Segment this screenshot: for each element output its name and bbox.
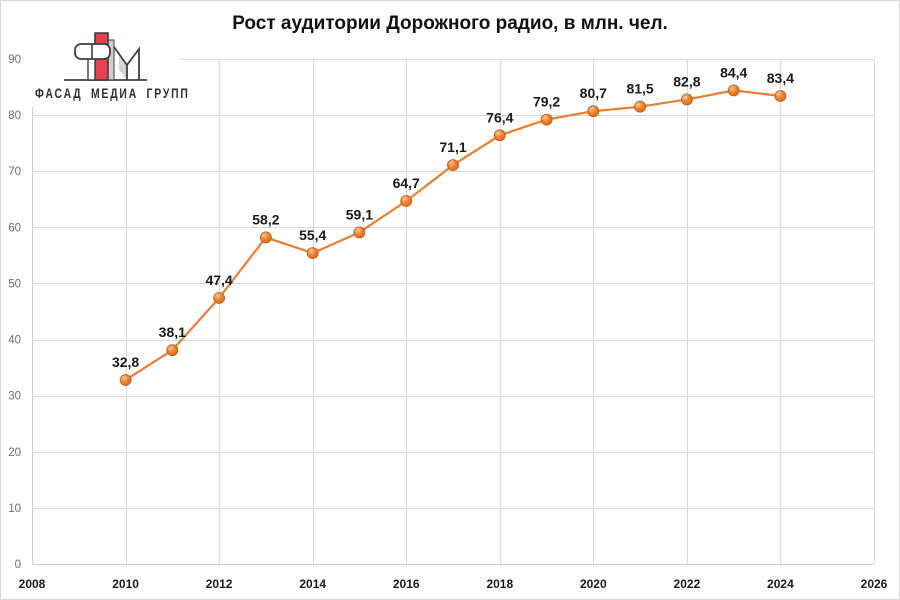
- chart-title: Рост аудитории Дорожного радио, в млн. ч…: [232, 13, 668, 34]
- series-line: [124, 89, 782, 382]
- data-point-label: 64,7: [393, 175, 420, 191]
- y-tick-label: 10: [8, 503, 21, 515]
- axis-tick-labels: 0 10 20 30 40 50 60 70 80 90 2008 2010 2012 2014 2016 2…: [8, 54, 887, 591]
- x-tick-label: 2014: [299, 577, 326, 591]
- data-point-marker: [727, 84, 740, 97]
- data-point-marker: [259, 231, 272, 244]
- y-tick-label: 70: [8, 166, 21, 178]
- x-tick-label: 2010: [112, 577, 139, 591]
- company-logo: ФАСАД МЕДИА ГРУПП: [31, 27, 188, 107]
- data-point-label: 82,8: [673, 73, 700, 89]
- y-tick-label: 0: [15, 559, 21, 571]
- data-point-label: 71,1: [439, 139, 466, 155]
- data-point-label: 76,4: [486, 109, 513, 125]
- y-tick-label: 30: [8, 391, 21, 403]
- x-tick-label: 2020: [580, 577, 607, 591]
- data-point-marker: [681, 93, 693, 106]
- data-point-marker: [774, 90, 787, 102]
- x-tick-label: 2024: [767, 577, 794, 591]
- logo-mark-icon: [64, 32, 147, 81]
- y-tick-label: 80: [8, 110, 21, 122]
- gridlines: [32, 59, 875, 565]
- data-point-marker: [166, 344, 179, 357]
- data-point-marker: [447, 159, 459, 172]
- data-point-marker: [306, 247, 319, 260]
- x-tick-label: 2012: [206, 577, 233, 591]
- x-tick-label: 2016: [393, 577, 420, 591]
- data-point-label: 79,2: [533, 94, 560, 110]
- x-tick-label: 2026: [861, 577, 888, 591]
- y-tick-label: 60: [8, 222, 21, 234]
- data-point-marker: [213, 292, 226, 304]
- data-point-marker: [353, 226, 366, 239]
- y-tick-label: 50: [8, 278, 21, 290]
- data-point-marker: [119, 374, 132, 386]
- data-point-label: 83,4: [767, 70, 794, 86]
- data-point-label: 59,1: [346, 206, 373, 222]
- data-point-label: 58,2: [252, 211, 279, 227]
- data-point-marker: [587, 105, 600, 118]
- x-tick-label: 2018: [486, 577, 513, 591]
- data-point-label: 80,7: [580, 85, 607, 101]
- y-tick-label: 20: [8, 447, 21, 459]
- y-tick-label: 90: [8, 54, 21, 66]
- data-series: 32,8 38,1 47,4 58,2 55,4 59,1 64,7 71,1 76,4 79,2…: [112, 64, 794, 386]
- x-tick-label: 2008: [19, 577, 46, 591]
- data-point-label: 32,8: [112, 354, 139, 370]
- data-point-label: 38,1: [159, 324, 186, 340]
- data-point-label: 81,5: [626, 81, 653, 97]
- x-tick-label: 2022: [674, 577, 701, 591]
- data-point-marker: [400, 195, 413, 207]
- y-tick-label: 40: [8, 335, 21, 347]
- data-point-marker: [634, 100, 646, 113]
- logo-text: ФАСАД МЕДИА ГРУПП: [35, 85, 190, 101]
- data-point-label: 84,4: [720, 64, 747, 80]
- data-point-label: 55,4: [299, 227, 326, 243]
- data-point-marker: [540, 113, 553, 126]
- data-point-marker: [493, 129, 506, 142]
- data-point-label: 47,4: [205, 272, 232, 288]
